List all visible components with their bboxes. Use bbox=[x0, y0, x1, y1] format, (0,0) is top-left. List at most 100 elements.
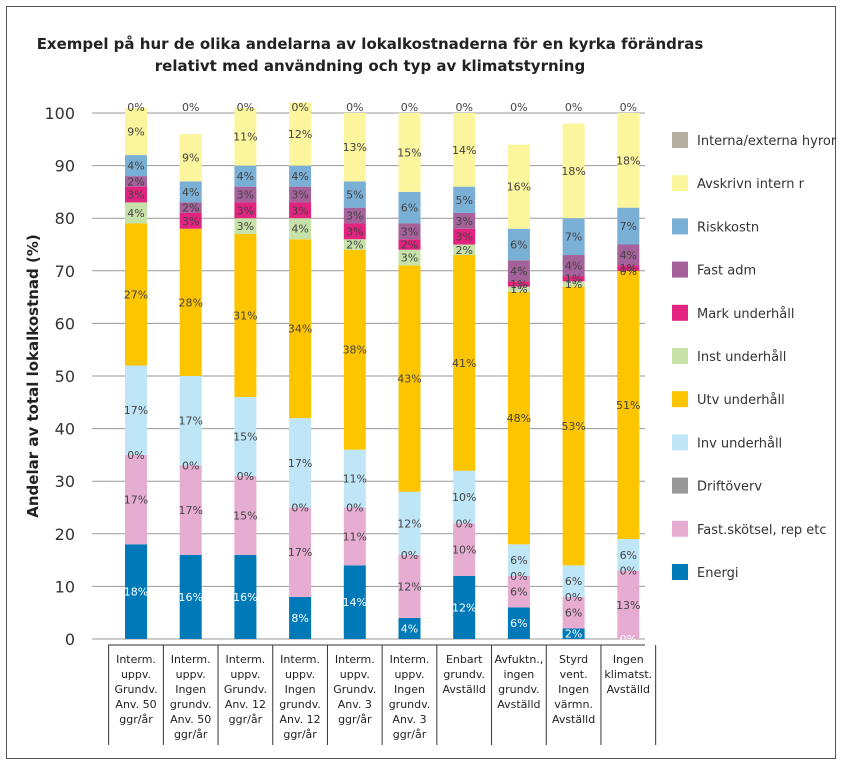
x-tick-label: uppv. bbox=[394, 668, 424, 681]
bar-segment bbox=[453, 523, 476, 576]
y-tick-label: 10 bbox=[55, 577, 75, 596]
data-label: 10% bbox=[452, 491, 476, 504]
x-tick-label: klimatst. bbox=[604, 668, 652, 681]
legend-swatch bbox=[672, 477, 688, 494]
data-label: 16% bbox=[507, 181, 531, 194]
legend-label: Fast adm bbox=[697, 264, 756, 279]
bar-segment bbox=[507, 291, 530, 545]
data-label: 4% bbox=[237, 170, 254, 183]
data-label: 2% bbox=[565, 628, 582, 641]
chart-title: Exempel på hur de olika andelarna av lok… bbox=[20, 33, 720, 77]
x-tick-label: Avställd bbox=[497, 698, 540, 711]
data-label: 0% bbox=[346, 101, 363, 114]
x-tick-label: Interm. bbox=[280, 653, 320, 666]
data-label: 3% bbox=[237, 189, 254, 202]
bar-segment bbox=[453, 212, 476, 229]
data-label: 6% bbox=[565, 607, 582, 620]
bar-segment bbox=[289, 507, 312, 597]
data-label: 0% bbox=[237, 101, 254, 114]
data-label: 3% bbox=[401, 252, 418, 265]
x-tick-label: uppv. bbox=[230, 668, 260, 681]
data-label: 3% bbox=[401, 225, 418, 238]
x-tick-label: Ingen bbox=[558, 683, 589, 696]
data-label: 0% bbox=[182, 101, 199, 114]
data-label: 5% bbox=[455, 194, 472, 207]
bar-segment bbox=[453, 113, 476, 187]
data-label: 0% bbox=[182, 459, 199, 472]
data-label: 38% bbox=[343, 344, 367, 357]
bar-segment bbox=[343, 181, 366, 208]
y-tick-label: 50 bbox=[55, 367, 75, 386]
bar-segment bbox=[617, 270, 640, 540]
y-tick-label: 70 bbox=[55, 262, 75, 281]
x-tick-label: Anv. 3 bbox=[392, 713, 426, 726]
data-label: 0% bbox=[291, 101, 308, 114]
bar-segment bbox=[562, 286, 585, 566]
legend-swatch bbox=[672, 391, 688, 408]
legend-swatch bbox=[672, 175, 688, 192]
legend-swatch bbox=[672, 564, 688, 580]
bar-segment bbox=[562, 276, 585, 282]
data-label: 4% bbox=[565, 260, 582, 273]
data-label: 34% bbox=[288, 323, 312, 336]
x-tick-label: ggr/år bbox=[283, 728, 317, 741]
data-label: 1% bbox=[565, 273, 582, 286]
legend-label: Interna/externa hyror bbox=[697, 134, 837, 149]
bar-segment bbox=[234, 554, 257, 639]
bar-segment bbox=[617, 265, 640, 271]
bar-segment bbox=[507, 286, 530, 292]
x-tick-label: ggr/år bbox=[119, 713, 153, 726]
x-tick-label: uppv. bbox=[176, 668, 206, 681]
bar-segment bbox=[398, 223, 421, 240]
data-label: 4% bbox=[182, 186, 199, 199]
data-label: 13% bbox=[343, 141, 367, 154]
bar-segment bbox=[125, 223, 147, 366]
data-label: 18% bbox=[561, 165, 585, 178]
x-tick-label: uppv. bbox=[121, 668, 151, 681]
data-label: 0% bbox=[510, 101, 527, 114]
x-tick-label: grundv. bbox=[498, 683, 540, 696]
bar-segment bbox=[234, 475, 257, 555]
bar-segment bbox=[343, 239, 366, 250]
data-label: 18% bbox=[124, 586, 148, 599]
bar-segment bbox=[125, 186, 147, 203]
data-label: 3% bbox=[455, 231, 472, 244]
data-label: 4% bbox=[127, 207, 144, 220]
data-label: 11% bbox=[233, 131, 257, 144]
x-tick-label: Ingen bbox=[285, 683, 316, 696]
x-tick-label: Anv. 12 bbox=[225, 698, 266, 711]
x-tick-label: grundv. bbox=[389, 698, 431, 711]
bar-segment bbox=[289, 596, 312, 639]
data-label: 6% bbox=[510, 554, 527, 567]
y-tick-label: 90 bbox=[55, 157, 75, 176]
data-label: 2% bbox=[401, 239, 418, 252]
data-label: 0% bbox=[620, 633, 637, 646]
bar-segment bbox=[398, 265, 421, 492]
data-label: 12% bbox=[397, 517, 421, 530]
bar-segment bbox=[343, 507, 366, 566]
legend-swatch bbox=[672, 218, 688, 235]
bar-segment bbox=[562, 628, 585, 639]
legend-swatch bbox=[672, 434, 688, 451]
data-label: 4% bbox=[291, 223, 308, 236]
x-tick-label: ggr/år bbox=[338, 713, 372, 726]
legend-swatch bbox=[672, 261, 688, 278]
legend-label: Fast.skötsel, rep etc bbox=[697, 523, 826, 538]
data-label: 2% bbox=[346, 239, 363, 252]
x-tick-label: Grundv. bbox=[114, 683, 157, 696]
bar-segment bbox=[289, 418, 312, 508]
x-tick-label: grundv. bbox=[170, 698, 212, 711]
bar-segment bbox=[507, 228, 530, 261]
data-label: 15% bbox=[397, 146, 421, 159]
bar-segment bbox=[343, 223, 366, 240]
data-label: 28% bbox=[178, 296, 202, 309]
bar-segment bbox=[507, 607, 530, 639]
bar-segment bbox=[179, 465, 202, 555]
chart-title-line-1: Exempel på hur de olika andelarna av lok… bbox=[36, 35, 704, 53]
bar-segment bbox=[179, 228, 202, 376]
bar-segment bbox=[289, 202, 312, 219]
y-tick-label: 20 bbox=[55, 525, 75, 544]
bar-segment bbox=[289, 102, 312, 166]
data-label: 27% bbox=[124, 288, 148, 301]
